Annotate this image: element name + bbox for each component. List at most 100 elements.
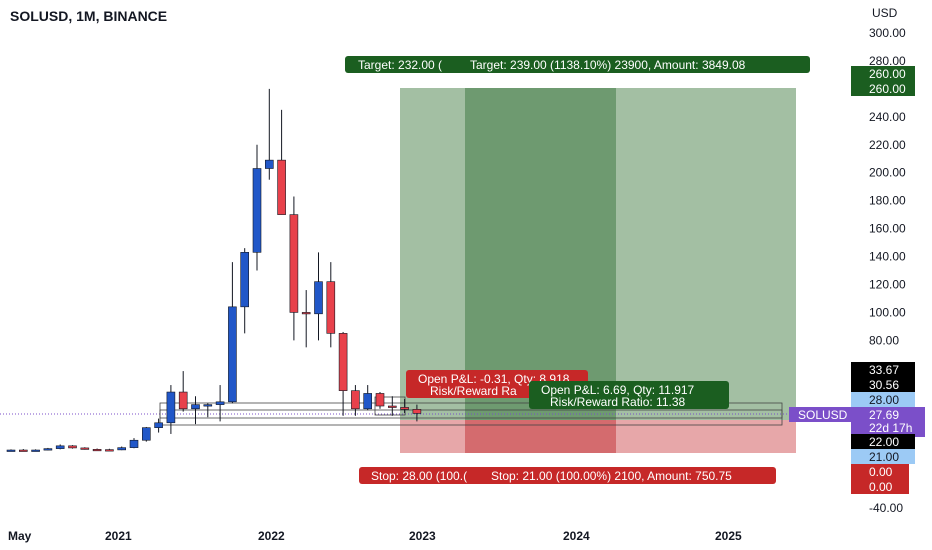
x-tick-label: 2021 xyxy=(105,529,132,543)
y-tick-label: 180.00 xyxy=(869,194,906,208)
price-labels: 260.00 260.00 33.67 30.56 28.00 SOLUSD 2… xyxy=(789,66,925,494)
symbol-tag-bg xyxy=(789,407,851,422)
x-tick-label: 2023 xyxy=(409,529,436,543)
candle-body[interactable] xyxy=(117,447,126,451)
candle-body[interactable] xyxy=(400,407,409,410)
y-tick-label: 300.00 xyxy=(869,26,906,40)
candles xyxy=(6,88,422,452)
candle-body[interactable] xyxy=(31,449,40,452)
candle-body[interactable] xyxy=(215,401,225,405)
target-label-right: Target: 239.00 (1138.10%) 23900, Amount:… xyxy=(470,58,746,72)
pnl-box-short-line2: Risk/Reward Ra xyxy=(430,384,517,398)
y-axis-currency: USD xyxy=(872,6,898,20)
candle-body[interactable] xyxy=(142,427,151,441)
price-label-2100: 21.00 xyxy=(869,450,899,464)
candle-body[interactable] xyxy=(412,409,422,414)
candle-body[interactable] xyxy=(129,439,139,448)
y-tick-label: 140.00 xyxy=(869,250,906,264)
stop-zone-overlap[interactable] xyxy=(465,420,616,453)
y-tick-label: -40.00 xyxy=(869,501,903,515)
candle-body[interactable] xyxy=(277,159,286,215)
price-label-3056-bg xyxy=(851,377,915,392)
pnl-box-long[interactable]: Open P&L: 6.69, Qty: 11.917 Risk/Reward … xyxy=(529,381,729,409)
stop-label-right: Stop: 21.00 (100.00%) 2100, Amount: 750.… xyxy=(491,469,732,483)
candle-body[interactable] xyxy=(6,449,16,452)
price-label-2100-bg xyxy=(851,449,915,464)
x-tick-label: May xyxy=(8,529,32,543)
y-tick-label: 160.00 xyxy=(869,222,906,236)
candle-body[interactable] xyxy=(338,333,348,391)
symbol-tag: SOLUSD xyxy=(798,408,848,422)
range-boxes xyxy=(159,396,783,426)
candle-body[interactable] xyxy=(351,390,360,410)
candle-body[interactable] xyxy=(191,404,200,410)
candle-body[interactable] xyxy=(301,312,311,315)
price-label-3367-bg xyxy=(851,362,915,377)
price-label-260b-bg xyxy=(851,81,915,96)
price-label-2200-bg xyxy=(851,434,915,449)
candle-body[interactable] xyxy=(178,391,188,410)
y-tick-label: 280.00 xyxy=(869,54,906,68)
candle-body[interactable] xyxy=(154,422,163,428)
price-label-3367: 33.67 xyxy=(869,363,899,377)
target-zone-overlap[interactable] xyxy=(465,88,616,420)
pnl-box-long-line2: Risk/Reward Ratio: 11.38 xyxy=(550,395,685,409)
pnl-box-long-line1: Open P&L: 6.69, Qty: 11.917 xyxy=(541,383,695,397)
candle-body[interactable] xyxy=(166,391,176,424)
candle-body[interactable] xyxy=(375,393,385,407)
position-zones xyxy=(400,88,796,453)
price-label-260a: 260.00 xyxy=(869,67,906,81)
candle-body[interactable] xyxy=(203,404,213,407)
price-label-2800: 28.00 xyxy=(869,393,899,407)
y-axis[interactable]: USD 300.00 280.00 240.00 220.00 200.00 180.00… xyxy=(869,6,906,515)
price-label-3056: 30.56 xyxy=(869,378,899,392)
stop-label-bg xyxy=(359,467,776,484)
price-label-2200: 22.00 xyxy=(869,435,899,449)
x-tick-label: 2022 xyxy=(258,529,285,543)
x-tick-label: 2024 xyxy=(563,529,590,543)
target-label-bg xyxy=(345,56,810,73)
y-tick-label: 80.00 xyxy=(869,333,899,347)
range-box-inner xyxy=(159,409,783,419)
price-label-260b: 260.00 xyxy=(869,82,906,96)
candle-body[interactable] xyxy=(55,445,65,449)
x-tick-label: 2025 xyxy=(715,529,742,543)
price-label-000b-bg xyxy=(851,479,909,494)
y-tick-label: 220.00 xyxy=(869,138,906,152)
candle-body[interactable] xyxy=(363,393,373,410)
candle-body[interactable] xyxy=(387,405,397,408)
candle-body[interactable] xyxy=(252,168,262,253)
last-price-bg xyxy=(851,407,925,437)
stop-label-left: Stop: 28.00 (100.( xyxy=(371,469,467,483)
pnl-box-long-bg xyxy=(529,381,729,409)
y-tick-label: 240.00 xyxy=(869,110,906,124)
candle-body[interactable] xyxy=(228,306,237,403)
price-label-2800-bg xyxy=(851,392,915,407)
candle-body[interactable] xyxy=(240,252,249,308)
y-tick-label: 200.00 xyxy=(869,166,906,180)
candle-body[interactable] xyxy=(264,159,274,169)
candle-body[interactable] xyxy=(43,448,53,451)
target-label-left: Target: 232.00 ( xyxy=(358,58,442,72)
candle-body[interactable] xyxy=(18,449,28,452)
candle-body[interactable] xyxy=(105,449,114,452)
stop-label[interactable]: Stop: 28.00 (100.( Stop: 21.00 (100.00%)… xyxy=(359,467,776,484)
x-axis[interactable]: May 2021 2022 2023 2024 2025 xyxy=(8,529,742,543)
candle-body[interactable] xyxy=(314,281,323,315)
chart-title: SOLUSD, 1M, BINANCE xyxy=(10,8,168,24)
candle-body[interactable] xyxy=(326,281,336,334)
price-label-000b: 0.00 xyxy=(869,480,893,494)
candle-body[interactable] xyxy=(68,445,77,449)
y-tick-label: 100.00 xyxy=(869,305,906,319)
countdown-label: 22d 17h xyxy=(869,421,912,435)
candle-body[interactable] xyxy=(92,449,102,452)
price-label-000a: 0.00 xyxy=(869,465,893,479)
price-label-000a-bg xyxy=(851,464,909,479)
y-tick-label: 120.00 xyxy=(869,277,906,291)
last-price-label: 27.69 xyxy=(869,408,899,422)
target-label[interactable]: Target: 232.00 ( Target: 239.00 (1138.10… xyxy=(345,56,810,73)
price-label-260a-bg xyxy=(851,66,915,81)
candle-body[interactable] xyxy=(289,214,299,313)
candle-body[interactable] xyxy=(80,447,90,450)
